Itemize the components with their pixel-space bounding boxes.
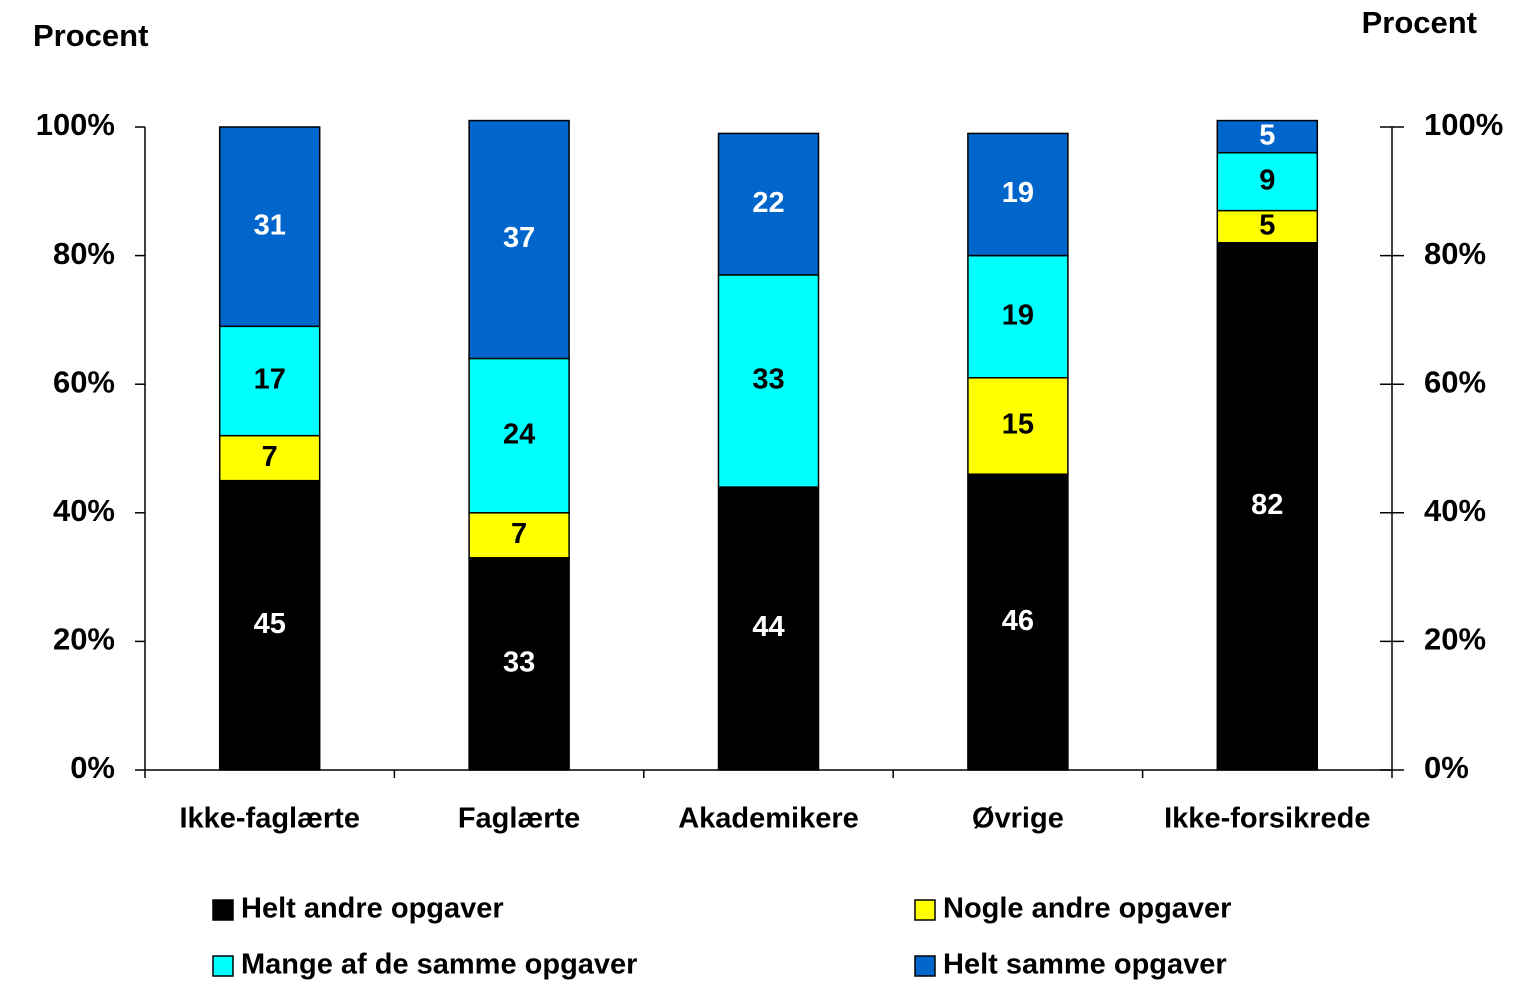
data-label: 15 [1002, 409, 1034, 441]
bar-segment [717, 132, 820, 276]
data-label: 31 [254, 209, 286, 241]
y-tick-label: 60% [53, 364, 115, 399]
legend-label: Mange af de samme opgaver [241, 949, 637, 981]
data-label: 46 [1002, 605, 1034, 637]
y2-tick-label: 100% [1424, 107, 1503, 142]
legend-swatch [212, 899, 234, 921]
legend-swatch [914, 899, 936, 921]
bar-segment [218, 126, 321, 328]
bar-segment [717, 486, 820, 771]
data-label: 37 [503, 222, 535, 254]
data-label: 5 [1259, 209, 1275, 241]
data-label: 82 [1251, 489, 1283, 521]
data-label: 22 [752, 187, 784, 219]
legend-label: Helt samme opgaver [943, 949, 1227, 981]
data-label: 44 [752, 611, 784, 643]
data-label: 19 [1002, 299, 1034, 331]
y-tick-label: 20% [53, 622, 115, 657]
bar-segment [1216, 119, 1319, 154]
data-label: 24 [503, 418, 535, 450]
y2-tick-label: 20% [1424, 622, 1486, 657]
x-tick-label: Faglærte [458, 803, 580, 835]
y-tick-label: 40% [53, 493, 115, 528]
bar-segment [468, 557, 570, 771]
data-label: 19 [1002, 177, 1034, 209]
legend-label: Nogle andre opgaver [943, 893, 1231, 925]
bar-segment [468, 512, 570, 559]
data-label: 17 [254, 364, 286, 396]
bar-segment [967, 132, 1069, 257]
x-tick-label: Øvrige [972, 803, 1064, 835]
bar-segment [468, 119, 570, 360]
bar-segment [967, 473, 1069, 771]
bar-segment [1216, 209, 1319, 244]
x-tick-label: Ikke-forsikrede [1164, 803, 1370, 835]
data-label: 33 [503, 647, 535, 679]
legend-swatch [914, 955, 936, 977]
data-label: 45 [254, 608, 286, 640]
bar-segment [468, 357, 570, 514]
data-label: 7 [262, 441, 278, 473]
y-axis-title: Procent [33, 18, 148, 53]
y2-tick-label: 80% [1424, 236, 1486, 271]
legend-swatch [212, 955, 234, 977]
data-label: 9 [1259, 164, 1275, 196]
data-label: 5 [1259, 119, 1275, 151]
bar-segment [1216, 151, 1319, 212]
y2-axis-title: Procent [1362, 5, 1477, 40]
y2-tick-label: 40% [1424, 493, 1486, 528]
bar-segment [967, 254, 1069, 379]
x-tick-label: Ikke-faglærte [179, 803, 360, 835]
bar-segment [1216, 241, 1319, 771]
y-tick-label: 0% [70, 750, 115, 785]
legend-label: Helt andre opgaver [241, 893, 504, 925]
y2-tick-label: 60% [1424, 364, 1486, 399]
y-tick-label: 100% [36, 107, 115, 142]
bar-segment [717, 274, 820, 488]
bar-segment [218, 479, 321, 771]
x-tick-label: Akademikere [678, 803, 859, 835]
bar-segment [218, 434, 321, 482]
y-tick-label: 80% [53, 236, 115, 271]
data-label: 7 [511, 518, 527, 550]
y2-tick-label: 0% [1424, 750, 1469, 785]
data-label: 33 [752, 364, 784, 396]
